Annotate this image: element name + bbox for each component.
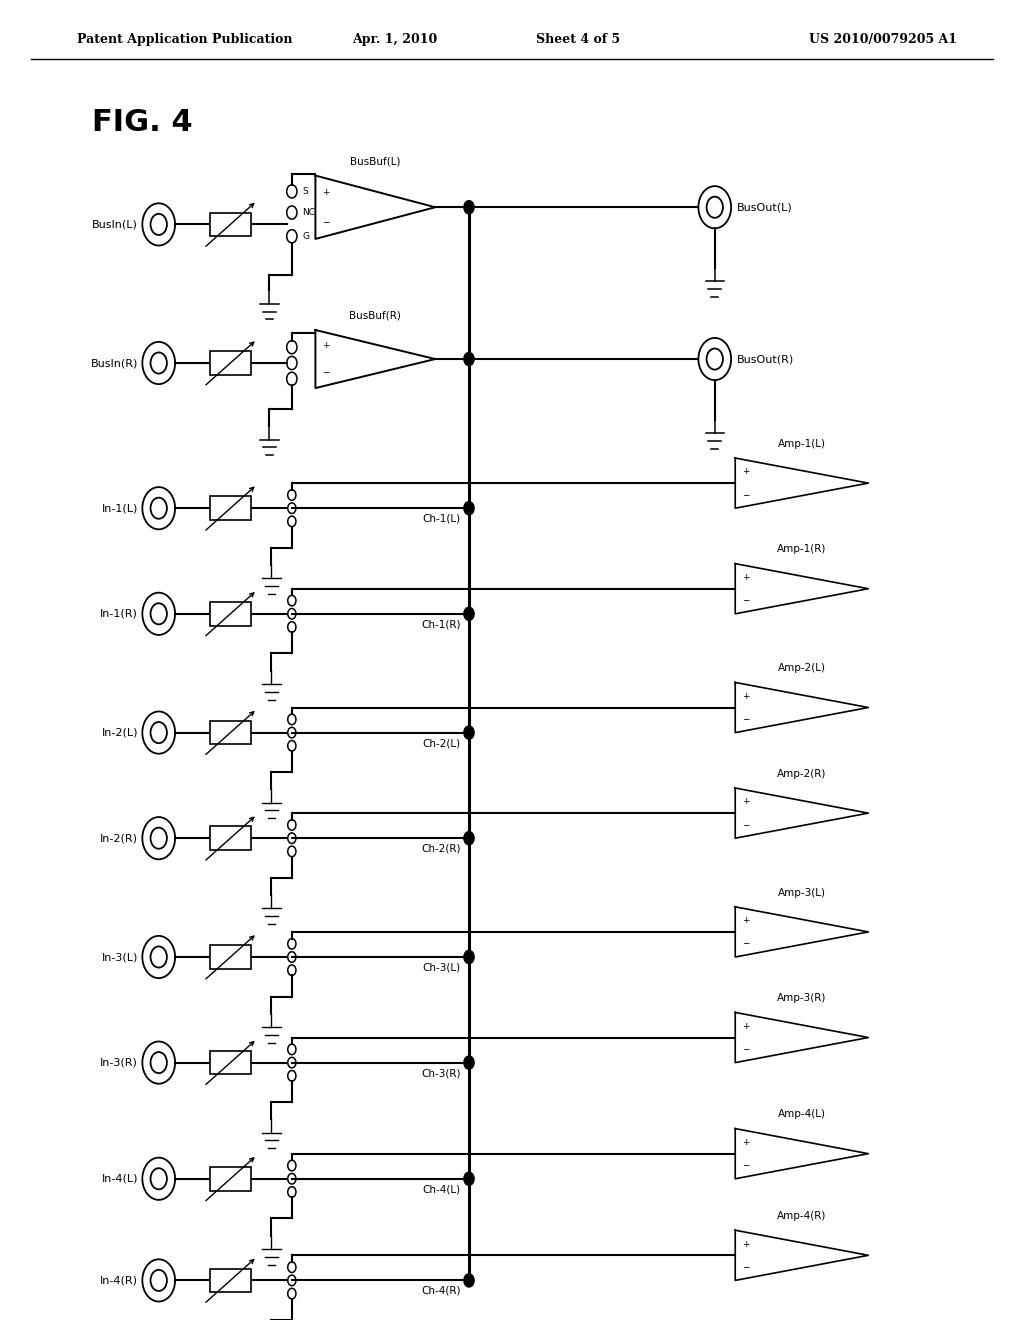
Circle shape [464,201,474,214]
Text: Amp-4(L): Amp-4(L) [778,1109,825,1119]
Circle shape [464,502,474,515]
Text: In-4(L): In-4(L) [101,1173,138,1184]
Text: −: − [741,939,750,948]
Text: Amp-1(L): Amp-1(L) [778,438,825,449]
Text: −: − [741,595,750,605]
Text: Ch-3(R): Ch-3(R) [421,1068,461,1078]
Bar [210,213,251,236]
Circle shape [464,1056,474,1069]
Text: Amp-2(L): Amp-2(L) [778,663,825,673]
Text: In-4(R): In-4(R) [100,1275,138,1286]
Text: +: + [322,342,330,351]
Text: Apr. 1, 2010: Apr. 1, 2010 [351,33,437,46]
Text: Amp-3(L): Amp-3(L) [778,887,825,898]
Text: Ch-3(L): Ch-3(L) [423,962,461,973]
Text: Ch-1(L): Ch-1(L) [423,513,461,524]
Text: −: − [322,216,330,226]
Circle shape [464,1274,474,1287]
Text: −: − [322,367,330,376]
Text: Amp-3(R): Amp-3(R) [777,993,826,1003]
Bar [210,1051,251,1074]
Text: In-3(L): In-3(L) [101,952,138,962]
Text: In-2(R): In-2(R) [100,833,138,843]
Circle shape [464,726,474,739]
Circle shape [464,352,474,366]
Circle shape [464,950,474,964]
Text: Amp-2(R): Amp-2(R) [777,768,826,779]
Text: G: G [302,232,309,240]
Text: In-1(R): In-1(R) [100,609,138,619]
Text: −: − [741,820,750,829]
Text: BusIn(R): BusIn(R) [91,358,138,368]
Text: +: + [741,916,750,925]
Bar [210,721,251,744]
Text: Amp-4(R): Amp-4(R) [777,1210,826,1221]
Text: +: + [741,573,750,582]
Bar [210,351,251,375]
Text: Ch-2(L): Ch-2(L) [423,738,461,748]
Bar [210,496,251,520]
Bar [210,1167,251,1191]
Text: BusOut(R): BusOut(R) [737,354,795,364]
Text: +: + [322,189,330,198]
Text: BusIn(L): BusIn(L) [92,219,138,230]
Text: Ch-2(R): Ch-2(R) [421,843,461,854]
Text: In-2(L): In-2(L) [101,727,138,738]
Text: −: − [741,1160,750,1170]
Text: +: + [741,1138,750,1147]
Text: BusBuf(L): BusBuf(L) [350,156,400,166]
Text: Amp-1(R): Amp-1(R) [777,544,826,554]
Text: US 2010/0079205 A1: US 2010/0079205 A1 [809,33,957,46]
Text: Ch-4(L): Ch-4(L) [423,1184,461,1195]
Text: −: − [741,490,750,499]
Text: Ch-1(R): Ch-1(R) [421,619,461,630]
Text: +: + [741,692,750,701]
Text: Ch-4(R): Ch-4(R) [421,1286,461,1296]
Text: NC: NC [302,209,315,216]
Text: In-3(R): In-3(R) [100,1057,138,1068]
Text: −: − [741,1262,750,1271]
Text: FIG. 4: FIG. 4 [92,108,193,137]
Text: −: − [741,714,750,723]
Circle shape [464,1172,474,1185]
Text: +: + [741,797,750,807]
Bar [210,945,251,969]
Bar [210,826,251,850]
Text: Sheet 4 of 5: Sheet 4 of 5 [537,33,621,46]
Circle shape [464,832,474,845]
Text: BusOut(L): BusOut(L) [737,202,793,213]
Text: BusBuf(R): BusBuf(R) [349,310,401,321]
Bar [210,1269,251,1292]
Circle shape [464,607,474,620]
Text: +: + [741,1239,750,1249]
Text: S: S [302,187,308,195]
Text: Patent Application Publication: Patent Application Publication [77,33,292,46]
Text: In-1(L): In-1(L) [101,503,138,513]
Text: −: − [741,1044,750,1053]
Bar [210,602,251,626]
Text: +: + [741,1022,750,1031]
Text: +: + [741,467,750,477]
